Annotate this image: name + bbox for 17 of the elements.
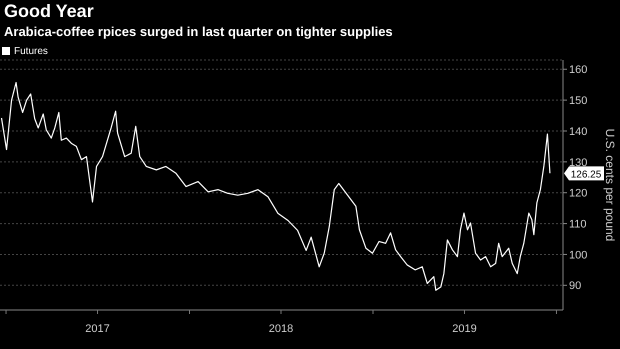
chart-title: Good Year [4, 1, 94, 22]
x-tick-label: 2019 [452, 323, 477, 335]
y-tick-label: 100 [569, 249, 588, 262]
x-tick-label: 2018 [268, 323, 294, 335]
y-tick-label: 90 [569, 280, 582, 292]
chart-subtitle: Arabica-coffee rpices surged in last quarter on tighter supplies [4, 24, 393, 39]
line-series [0, 82, 551, 291]
y-axis-title: U.S. cents per pound [603, 128, 617, 242]
y-tick-label: 140 [569, 126, 588, 138]
y-tick-label: 110 [569, 218, 587, 230]
y-tick-label: 160 [569, 64, 588, 76]
annotation: 126.25 [570, 169, 602, 180]
x-tick-label: 2017 [85, 323, 110, 335]
y-tick-label: 120 [569, 188, 588, 200]
legend-label: Futures [14, 46, 48, 57]
y-tick-label: 150 [569, 95, 588, 108]
y-tick-label: 130 [569, 156, 588, 169]
